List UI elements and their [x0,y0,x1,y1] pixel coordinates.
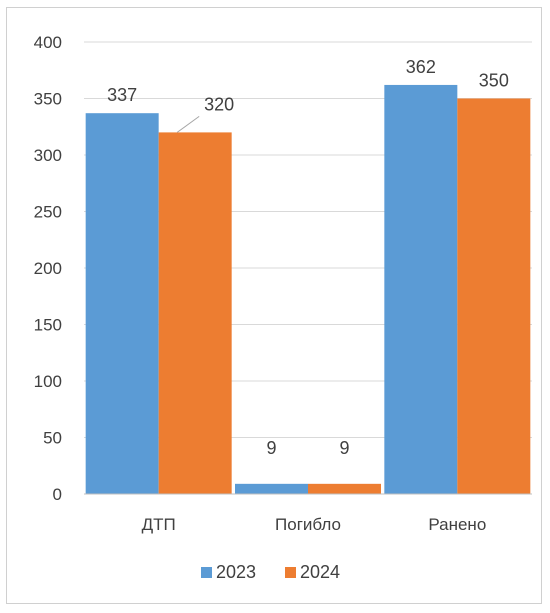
bar-2023-2 [384,84,458,494]
y-tick-label: 100 [34,372,62,391]
legend: 2023 2024 [201,562,340,582]
y-tick-label: 250 [34,203,62,222]
y-tick-label: 350 [34,90,62,109]
bar-2024-1 [308,483,381,494]
data-label-2023-0: 337 [107,85,137,105]
legend-label-2023: 2023 [216,562,256,582]
y-tick-label: 300 [34,146,62,165]
y-tick-label: 400 [34,33,62,52]
bar-2023-1 [235,483,308,494]
x-category-label: ДТП [142,515,176,534]
data-label-2024-2: 350 [479,71,509,91]
y-tick-label: 200 [34,259,62,278]
x-category-label: Погибло [275,515,341,534]
data-label-2023-1: 9 [266,438,276,458]
axes: 0 50 100 150 200 250 300 350 400 ДТП Погибло Ранено [34,33,532,534]
data-labels: 337 320 9 9 362 350 [107,57,509,458]
y-tick-label: 50 [43,429,62,448]
y-tick-label: 150 [34,316,62,335]
data-label-2023-2: 362 [406,57,436,77]
leader-line [176,115,200,133]
bar-2023-0 [85,113,159,494]
bars [85,84,531,494]
legend-swatch-2023 [201,567,212,578]
bar-2024-2 [457,98,531,494]
data-label-2024-1: 9 [339,438,349,458]
legend-label-2024: 2024 [300,562,340,582]
x-category-label: Ранено [428,515,486,534]
y-tick-label: 0 [53,485,62,504]
bar-2024-0 [158,132,232,494]
legend-swatch-2024 [285,567,296,578]
data-label-2024-0: 320 [204,94,234,114]
